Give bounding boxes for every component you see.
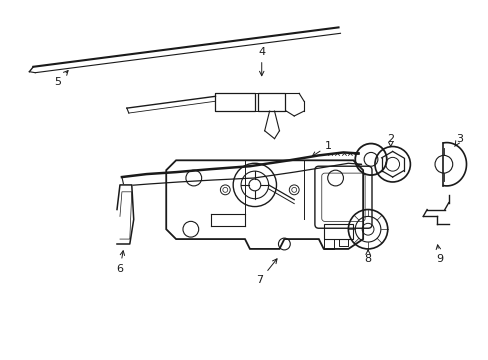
Text: 3: 3 — [454, 134, 462, 147]
Text: 7: 7 — [256, 259, 277, 285]
Bar — [257, 93, 285, 111]
Bar — [215, 93, 254, 111]
Text: 6: 6 — [116, 251, 124, 274]
Polygon shape — [117, 185, 133, 244]
Text: 9: 9 — [435, 245, 443, 264]
Bar — [323, 224, 352, 239]
Text: 5: 5 — [54, 71, 68, 86]
Text: 2: 2 — [386, 134, 393, 147]
Text: 8: 8 — [364, 250, 371, 264]
Text: 4: 4 — [258, 47, 265, 76]
Text: 1: 1 — [312, 140, 331, 156]
